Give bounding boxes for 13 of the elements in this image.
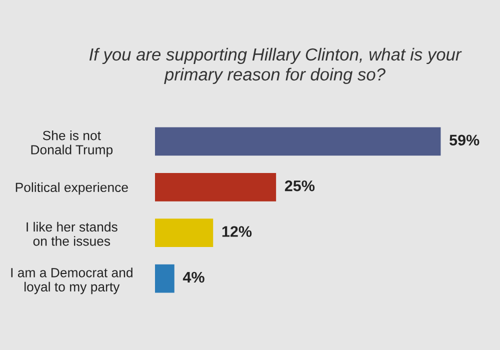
bar [155,218,214,248]
bar [155,127,441,156]
y-tick-label: I am a Democrat and loyal to my party [11,268,132,294]
bar [155,264,174,293]
bar [155,172,276,202]
data-label: 4% [182,272,204,283]
y-tick-label: I like her stands on the issues [26,222,118,246]
chart-title: If you are supporting Hillary Clinton, what is your primary reason for doing so? [89,48,462,84]
data-label: 12% [222,226,252,237]
y-tick-label: She is not Donald Trump [31,130,113,158]
data-label: 25% [284,180,315,192]
y-tick-label: Political experience [16,182,128,195]
data-label: 59% [450,134,480,146]
